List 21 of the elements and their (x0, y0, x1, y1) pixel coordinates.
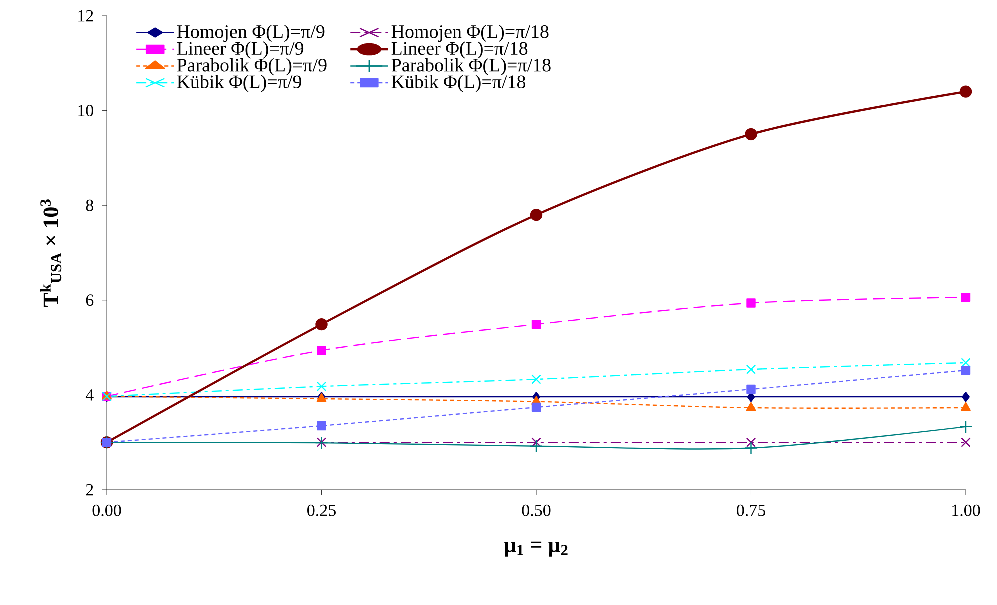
legend-label: Kübik Φ(L)=π/9 (177, 75, 302, 92)
x-tick-label: 0.50 (522, 504, 551, 516)
y-tick-label: 12 (78, 10, 94, 22)
x-tick-label: 0.00 (92, 504, 122, 516)
x-axis-title: μ$_{1}$ = μ$_{2}$ (504, 542, 568, 557)
legend-label: Homojen Φ(L)=π/18 (392, 24, 549, 42)
legend-label: Lineer Φ(L)=π/9 (177, 42, 304, 59)
x-tick-label: 1.00 (952, 504, 980, 516)
y-tick-label: 2 (86, 484, 94, 496)
x-tick-label: 0.75 (737, 504, 766, 516)
legend-label: Homojen Φ(L)=π/9 (177, 24, 325, 42)
legend-label: Kübik Φ(L)=π/18 (392, 75, 526, 92)
y-tick-label: 6 (86, 294, 94, 306)
x-tick-label: 0.25 (308, 504, 336, 516)
y-tick-label: 4 (86, 390, 94, 401)
y-axis-title: T$^{k}$$_{USA}$ × 10$^{3}$ (40, 200, 62, 308)
y-tick-label: 8 (86, 200, 94, 212)
y-tick-label: 10 (78, 105, 94, 117)
legend-label: Parabolik Φ(L)=π/18 (392, 58, 551, 76)
legend-label: Parabolik Φ(L)=π/9 (177, 58, 327, 76)
legend-label: Lineer Φ(L)=π/18 (392, 42, 528, 59)
